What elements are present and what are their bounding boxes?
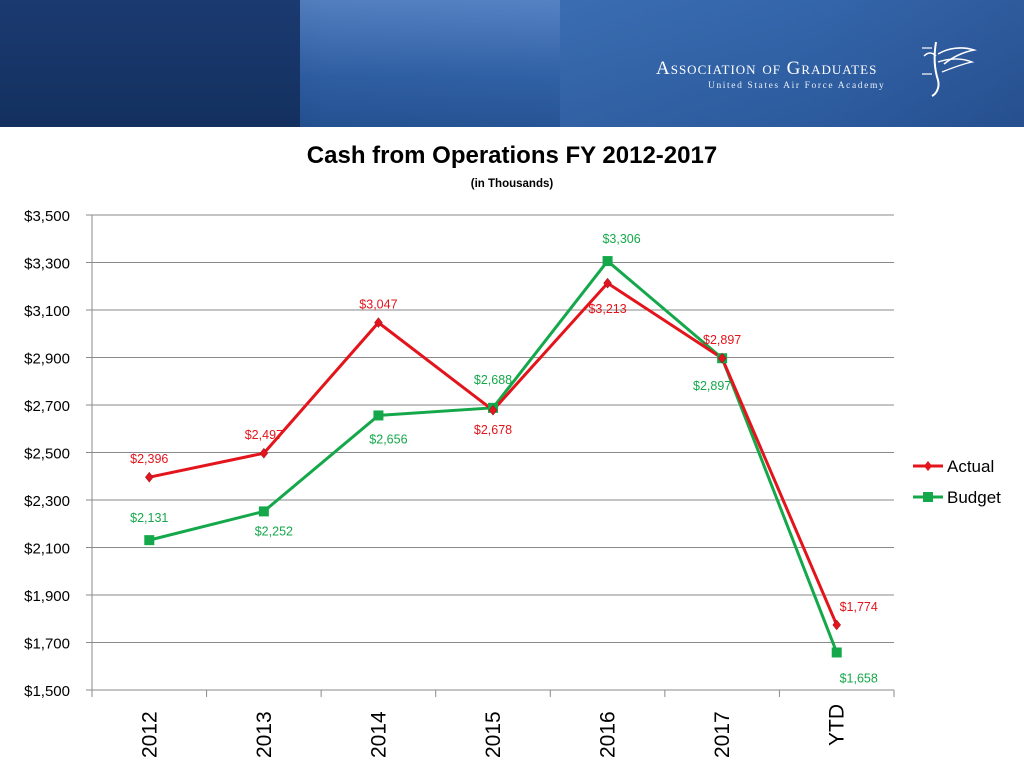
legend-label-budget: Budget [947,488,1001,507]
x-tick-label: 2014 [367,711,390,758]
data-point-actual [374,317,383,328]
legend-marker-actual [924,461,932,471]
data-point-actual [488,404,498,416]
x-tick-label: 2017 [711,711,734,758]
y-tick-label: $1,500 [24,683,70,700]
data-point-actual [259,447,269,459]
data-label-actual: $3,047 [359,298,397,312]
falcon-logo-icon [922,41,978,97]
y-tick-label: $2,100 [24,541,70,558]
data-point-actual [717,352,727,364]
y-tick-label: $1,700 [24,636,70,653]
org-logo-text: Association of Graduates United States A… [656,58,885,92]
chart-subtitle: (in Thousands) [470,178,554,190]
y-tick-label: $2,300 [24,493,70,510]
y-tick-label: $2,700 [24,398,70,415]
x-tick-label: 2016 [597,711,620,758]
x-tick-label: 2015 [482,711,505,758]
data-label-budget: $2,252 [255,524,293,538]
chart-title: Cash from Operations FY 2012-2017 [306,142,718,169]
banner-panel [560,0,1024,127]
org-name: Association of Graduates [656,58,878,79]
banner-panel [0,0,300,127]
data-label-budget: $3,306 [602,232,640,246]
data-label-actual: $2,497 [245,428,283,442]
y-tick-label: $2,500 [24,446,70,463]
org-subtitle: United States Air Force Academy [708,81,886,91]
data-point-budget [144,535,155,546]
data-label-actual: $2,396 [130,452,168,466]
banner-panel [300,0,560,127]
x-tick-label: 2013 [253,711,276,758]
data-point-actual [832,619,842,631]
data-point-budget [373,410,384,421]
x-tick-label: YTD [826,704,849,746]
legend-marker-budget [923,492,933,502]
data-label-actual: $3,213 [588,302,626,316]
data-label-budget: $2,656 [369,432,407,446]
header-banner: Association of Graduates United States A… [0,0,1024,127]
x-tick-label: 2012 [138,711,161,758]
data-point-budget [831,647,842,658]
data-label-budget: $1,658 [840,671,878,685]
data-label-actual: $2,897 [703,333,741,347]
data-point-budget [258,506,269,517]
y-tick-label: $2,900 [24,351,70,368]
data-label-budget: $2,131 [130,511,168,525]
data-label-budget: $2,688 [474,373,512,387]
data-label-actual: $2,678 [474,423,512,437]
data-point-budget [602,256,613,267]
data-label-actual: $1,774 [840,600,878,614]
data-point-actual [603,277,612,289]
y-tick-label: $3,300 [24,256,70,273]
y-tick-label: $1,900 [24,588,70,605]
y-tick-label: $3,100 [24,303,70,320]
y-tick-label: $3,500 [24,208,70,225]
data-label-budget: $2,897 [693,379,731,393]
data-point-actual [144,471,154,483]
legend-label-actual: Actual [947,457,994,476]
